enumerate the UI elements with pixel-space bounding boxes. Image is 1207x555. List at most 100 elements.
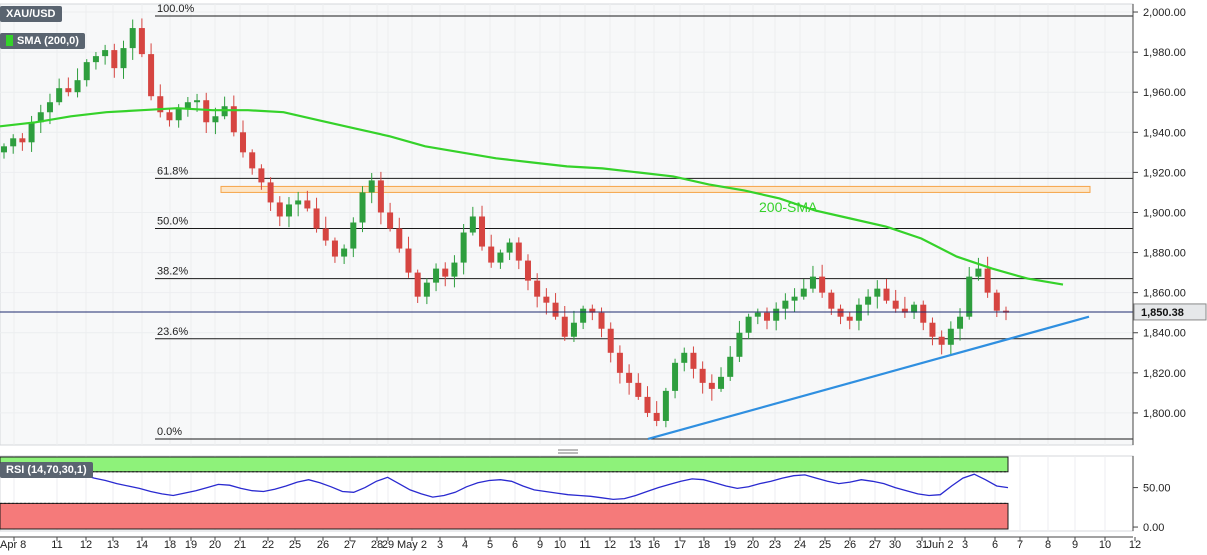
xtick-label-15: May 2 bbox=[397, 539, 427, 551]
candle-body-78 bbox=[718, 376, 725, 389]
sma-legend-swatch bbox=[6, 35, 13, 46]
xtick-label-31: 24 bbox=[794, 539, 806, 551]
candle-body-93 bbox=[855, 304, 862, 321]
candle-body-77 bbox=[708, 382, 715, 389]
xtick-label-29: 20 bbox=[747, 539, 759, 551]
axes: 2,000.00 1,980.00 1,960.00 1,940.00 1,920.00… bbox=[0, 4, 1186, 551]
xtick-label-2: 12 bbox=[80, 539, 92, 551]
candle-body-89 bbox=[819, 276, 826, 293]
candle-body-36 bbox=[331, 240, 338, 257]
candle-body-46 bbox=[423, 282, 430, 297]
xtick-label-41: 8 bbox=[1045, 539, 1051, 551]
fib-label-1: 61.8% bbox=[157, 165, 188, 177]
xtick-label-40: 7 bbox=[1017, 539, 1023, 551]
xtick-label-28: 19 bbox=[724, 539, 736, 551]
xtick-label-23: 12 bbox=[604, 539, 616, 551]
candle-body-102 bbox=[938, 336, 945, 345]
ytick-label-3: 1,940.00 bbox=[1143, 127, 1186, 139]
candle-body-17 bbox=[157, 96, 164, 113]
xtick-label-36: 31 bbox=[916, 539, 928, 551]
candle-body-34 bbox=[313, 208, 320, 229]
candle-body-92 bbox=[846, 316, 853, 321]
candle-body-41 bbox=[377, 180, 384, 213]
xtick-label-25: 16 bbox=[648, 539, 660, 551]
xtick-label-26: 17 bbox=[674, 539, 686, 551]
candle-body-57 bbox=[524, 260, 531, 281]
candle-body-49 bbox=[451, 262, 458, 277]
sma-200-line bbox=[0, 107, 1064, 286]
ytick-label-2: 1,960.00 bbox=[1143, 87, 1186, 99]
candle-body-55 bbox=[506, 242, 513, 253]
sma-legend: SMA (200,0) bbox=[0, 33, 85, 49]
candle-body-90 bbox=[828, 292, 835, 309]
candle-body-103 bbox=[947, 328, 954, 345]
candle-body-26 bbox=[240, 132, 247, 153]
candle-body-11 bbox=[102, 50, 109, 57]
candle-body-69 bbox=[635, 382, 642, 397]
candle-body-97 bbox=[892, 300, 899, 309]
candle-body-88 bbox=[809, 276, 816, 289]
support-trendline bbox=[647, 315, 1090, 441]
ytick-label-4: 1,920.00 bbox=[1143, 167, 1186, 179]
ytick-label-10: 1,800.00 bbox=[1143, 408, 1186, 420]
candle-body-70 bbox=[644, 396, 651, 413]
xtick-label-13: 28 bbox=[371, 539, 383, 551]
candle-body-99 bbox=[911, 304, 918, 313]
ytick-label-9: 1,820.00 bbox=[1143, 368, 1186, 380]
candle-body-51 bbox=[469, 216, 476, 233]
candle-body-56 bbox=[515, 242, 522, 261]
candle-body-62 bbox=[570, 322, 577, 337]
xtick-label-44: 12 bbox=[1129, 539, 1141, 551]
xtick-label-16: 3 bbox=[437, 539, 443, 551]
candle-body-59 bbox=[543, 296, 550, 303]
candle-body-19 bbox=[175, 108, 182, 121]
rsi-tick-label-0: 50.00 bbox=[1143, 483, 1171, 495]
candle-body-74 bbox=[681, 352, 688, 363]
candle-body-15 bbox=[138, 28, 145, 55]
candle-body-66 bbox=[607, 328, 614, 353]
candle-body-100 bbox=[920, 304, 927, 323]
candle-body-44 bbox=[405, 248, 412, 273]
candle-body-64 bbox=[589, 308, 596, 313]
candle-body-68 bbox=[626, 372, 633, 383]
resistance-zone bbox=[220, 185, 1091, 193]
xtick-label-38: 3 bbox=[962, 539, 968, 551]
rsi-overbought-band bbox=[0, 456, 1009, 473]
candle-body-20 bbox=[184, 102, 191, 109]
candle-body-108 bbox=[993, 292, 1000, 311]
ytick-label-5: 1,900.00 bbox=[1143, 207, 1186, 219]
rsi-tick-label-1: 0.00 bbox=[1143, 522, 1164, 534]
candle-body-16 bbox=[148, 54, 155, 97]
xtick-label-7: 20 bbox=[209, 539, 221, 551]
ytick-label-6: 1,880.00 bbox=[1143, 248, 1186, 260]
candle-body-101 bbox=[929, 322, 936, 337]
xtick-label-35: 30 bbox=[889, 539, 901, 551]
candle-body-8 bbox=[74, 80, 81, 93]
candle-body-95 bbox=[874, 288, 881, 297]
sma-annotation: 200-SMA bbox=[759, 199, 818, 215]
candle-body-29 bbox=[267, 182, 274, 203]
resistance-zone-rect bbox=[220, 185, 1091, 193]
candle-body-23 bbox=[212, 116, 219, 123]
candle-body-21 bbox=[194, 100, 201, 103]
fib-label-5: 0.0% bbox=[157, 426, 182, 438]
candle-body-2 bbox=[19, 138, 26, 143]
xtick-label-14: 29 bbox=[382, 539, 394, 551]
candle-body-104 bbox=[957, 316, 964, 329]
xtick-label-9: 22 bbox=[262, 539, 274, 551]
candle-body-45 bbox=[414, 272, 421, 297]
xtick-label-0: Apr 8 bbox=[0, 539, 26, 551]
candle-body-13 bbox=[120, 48, 127, 69]
xtick-label-3: 13 bbox=[107, 539, 119, 551]
candle-body-38 bbox=[350, 222, 357, 249]
xtick-label-22: 11 bbox=[579, 539, 590, 551]
candle-body-82 bbox=[754, 312, 761, 317]
xtick-label-5: 18 bbox=[164, 539, 176, 551]
xtick-label-33: 26 bbox=[844, 539, 856, 551]
candle-body-47 bbox=[433, 268, 440, 283]
xtick-label-37: Jun 2 bbox=[927, 539, 954, 551]
candle-body-3 bbox=[28, 122, 35, 143]
xtick-label-20: 9 bbox=[537, 539, 543, 551]
candle-body-75 bbox=[690, 352, 697, 369]
candle-body-65 bbox=[598, 312, 605, 329]
